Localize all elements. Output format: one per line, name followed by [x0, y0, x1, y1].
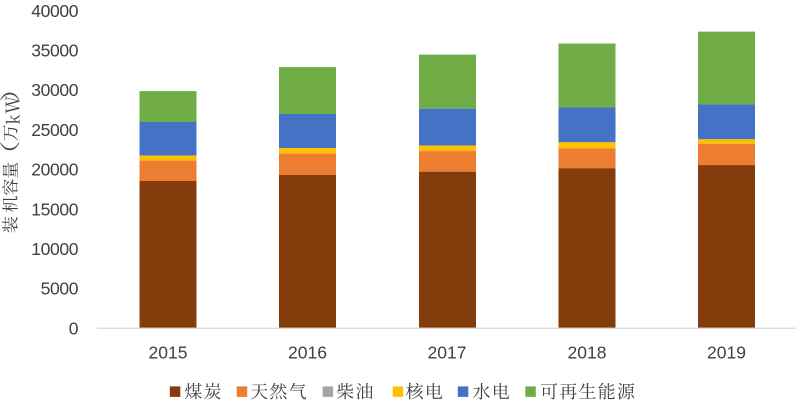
svg-text:25000: 25000: [31, 120, 79, 140]
svg-text:2016: 2016: [288, 342, 327, 362]
svg-text:15000: 15000: [31, 199, 79, 219]
svg-text:2017: 2017: [428, 342, 467, 362]
svg-text:35000: 35000: [31, 41, 79, 61]
svg-text:5000: 5000: [41, 279, 79, 299]
svg-text:10000: 10000: [31, 239, 79, 259]
svg-text:2015: 2015: [149, 342, 188, 362]
svg-text:30000: 30000: [31, 80, 79, 100]
svg-text:2019: 2019: [707, 342, 746, 362]
svg-text:20000: 20000: [31, 160, 79, 180]
svg-text:0: 0: [69, 318, 79, 338]
svg-text:2018: 2018: [568, 342, 607, 362]
svg-text:40000: 40000: [31, 1, 79, 21]
